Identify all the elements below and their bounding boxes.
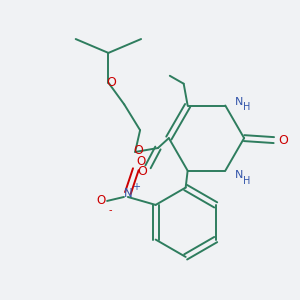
Text: -: - (108, 205, 112, 215)
Text: O: O (278, 134, 288, 147)
Text: H: H (243, 176, 251, 186)
Text: O: O (133, 143, 143, 157)
Text: N: N (235, 170, 243, 180)
Text: +: + (132, 182, 140, 192)
Text: H: H (243, 103, 251, 112)
Text: O: O (97, 194, 106, 207)
Text: O: O (136, 155, 146, 168)
Text: O: O (137, 165, 147, 178)
Text: N: N (124, 187, 132, 200)
Text: O: O (106, 76, 116, 89)
Text: N: N (235, 97, 243, 106)
